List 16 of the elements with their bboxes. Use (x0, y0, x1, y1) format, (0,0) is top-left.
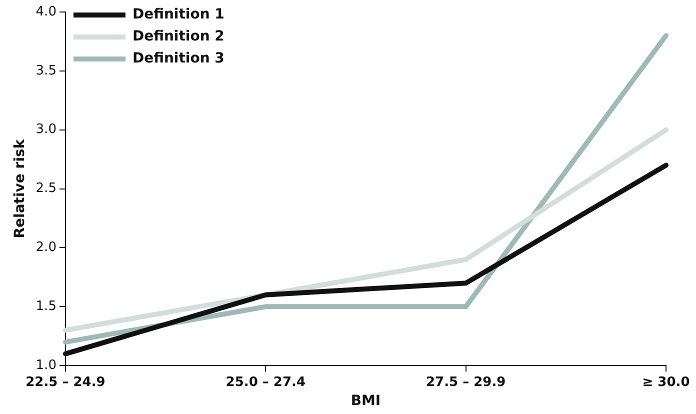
y-tick-label: 3.5 (36, 63, 56, 78)
y-tick-label: 2.5 (36, 181, 56, 196)
x-axis-title: BMI (350, 393, 381, 410)
y-tick-label: 1.5 (36, 299, 56, 314)
legend-label: Definition 3 (132, 50, 224, 67)
y-tick-label: 1.0 (36, 358, 56, 373)
y-tick-label: 3.0 (36, 122, 56, 138)
x-tick-label: 25.0 – 27.4 (226, 374, 306, 390)
x-tick-label: 22.5 – 24.9 (26, 374, 106, 390)
y-tick-label: 4.0 (36, 4, 56, 20)
x-tick-label: ≥ 30.0 (642, 374, 690, 390)
y-tick-label: 2.0 (36, 240, 56, 256)
y-axis-title: Relative risk (12, 138, 28, 238)
legend-label: Definition 2 (132, 28, 224, 45)
x-tick-label: 27.5 – 29.9 (426, 374, 506, 390)
legend-label: Definition 1 (132, 6, 224, 23)
